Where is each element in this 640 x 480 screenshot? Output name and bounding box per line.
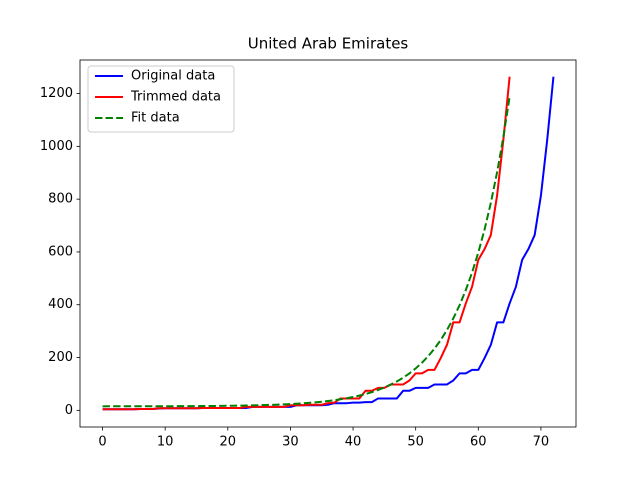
x-tick-label: 10: [157, 435, 174, 450]
x-tick-label: 0: [98, 435, 106, 450]
y-tick-label: 1000: [40, 139, 73, 154]
y-tick-label: 0: [65, 403, 73, 418]
x-tick-label: 60: [470, 435, 487, 450]
series-line: [102, 76, 511, 411]
x-tick-label: 30: [282, 435, 299, 450]
y-tick-label: 200: [48, 350, 73, 365]
chart-title: United Arab Emirates: [248, 35, 409, 53]
y-tick-label: 1200: [40, 86, 73, 101]
legend-box: [87, 65, 235, 133]
legend-label: Trimmed data: [130, 90, 221, 105]
y-tick-label: 600: [48, 244, 73, 259]
legend-label: Original data: [131, 69, 215, 84]
y-tick-label: 800: [48, 192, 73, 207]
y-tick-label: 400: [48, 297, 73, 312]
x-tick-label: 70: [533, 435, 550, 450]
plot-frame: [79, 59, 577, 428]
x-tick-label: 50: [407, 435, 424, 450]
x-tick-label: 20: [220, 435, 237, 450]
series-line: [102, 96, 511, 408]
x-tick-label: 40: [345, 435, 362, 450]
legend-label: Fit data: [131, 111, 180, 126]
